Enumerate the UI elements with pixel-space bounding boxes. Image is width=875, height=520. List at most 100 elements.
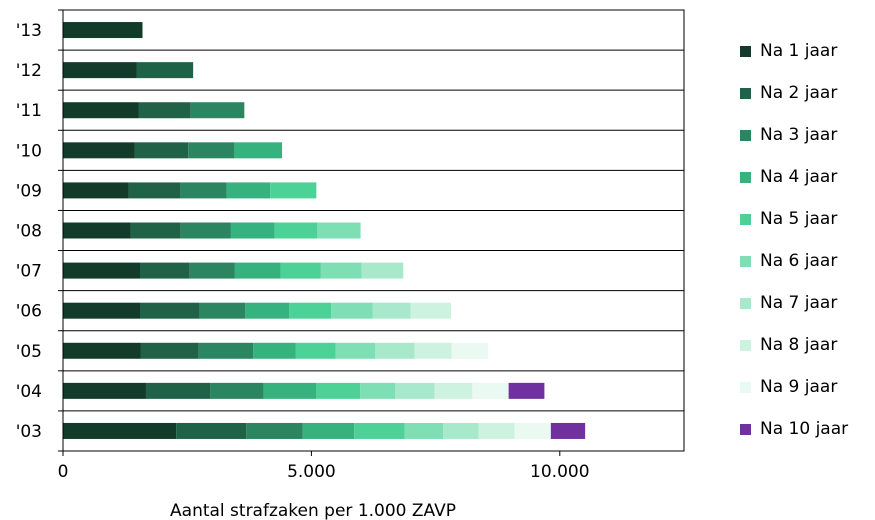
bar-segment-1 [63, 302, 141, 319]
legend-item: Na 4 jaar [740, 156, 848, 198]
y-tick-label: '08 [16, 222, 42, 242]
bar-segment-8 [478, 422, 515, 439]
legend-swatch [740, 381, 751, 393]
legend-item: Na 10 jaar [740, 408, 848, 450]
legend-label: Na 2 jaar [760, 83, 838, 103]
bar-segment-1 [63, 262, 141, 279]
y-tick-label: '03 [16, 422, 42, 442]
category-gridlines [63, 49, 684, 412]
bar-segment-5 [316, 382, 361, 399]
bar-segment-9 [472, 382, 509, 399]
legend-item: Na 2 jaar [740, 72, 848, 114]
bar-segment-8 [434, 382, 473, 399]
y-tick-label: '12 [16, 61, 42, 81]
y-tick-labels: '13 '12 '11 '10 '09 '08 '07 '06 '05 '04 '03 [16, 21, 42, 442]
bar-segment-1 [63, 222, 131, 239]
legend-label: Na 6 jaar [760, 251, 838, 271]
bar-segment-5 [280, 262, 321, 279]
bar-segment-3 [246, 422, 303, 439]
bar-segment-3 [210, 382, 264, 399]
bar-segment-4 [234, 142, 283, 159]
bar-segment-3 [190, 102, 245, 119]
legend-item: Na 3 jaar [740, 114, 848, 156]
legend-swatch [740, 171, 751, 183]
bar-segment-1 [63, 142, 135, 159]
bar-segment-9 [514, 422, 551, 439]
bar-segment-5 [295, 342, 336, 359]
bars-group [63, 22, 586, 439]
bar-segment-5 [270, 182, 317, 199]
bar-segment-2 [128, 182, 181, 199]
y-tick-label: '04 [16, 382, 42, 402]
bar-segment-2 [140, 302, 200, 319]
y-tick-label: '11 [16, 101, 42, 121]
y-tick-label: '05 [16, 342, 42, 362]
bar-segment-1 [63, 22, 143, 39]
bar-segment-9 [451, 342, 489, 359]
bar-segment-5 [289, 302, 332, 319]
bar-segment-4 [263, 382, 317, 399]
bar-segment-2 [145, 382, 211, 399]
legend-swatch [740, 87, 751, 99]
bar-segment-10 [550, 422, 586, 439]
bar-segment-7 [361, 262, 404, 279]
y-tick-label: '10 [16, 141, 42, 161]
bar-segment-1 [63, 422, 177, 439]
bar-segment-6 [317, 222, 361, 239]
legend-label: Na 8 jaar [760, 335, 838, 355]
bar-segment-6 [360, 382, 396, 399]
bar-segment-7 [374, 342, 415, 359]
bar-segment-6 [320, 262, 362, 279]
bar-segment-1 [63, 102, 139, 119]
bar-segment-3 [180, 222, 231, 239]
legend-swatch [740, 129, 751, 141]
bar-segment-2 [134, 142, 189, 159]
legend-item: Na 8 jaar [740, 324, 848, 366]
bar-segment-3 [199, 302, 246, 319]
legend-swatch [740, 213, 751, 225]
legend-swatch [740, 297, 751, 309]
y-tick-label: '06 [16, 302, 42, 322]
bar-segment-4 [234, 262, 281, 279]
x-tick-labels: 0 5.000 10.000 [58, 462, 590, 482]
bar-segment-4 [230, 222, 275, 239]
bar-segment-1 [63, 62, 137, 79]
legend-item: Na 5 jaar [740, 198, 848, 240]
legend-item: Na 1 jaar [740, 30, 848, 72]
legend-label: Na 4 jaar [760, 167, 838, 187]
bar-segment-6 [335, 342, 375, 359]
bar-segment-3 [188, 142, 235, 159]
legend-label: Na 7 jaar [760, 293, 838, 313]
bar-segment-2 [136, 62, 194, 79]
legend-item: Na 7 jaar [740, 282, 848, 324]
legend-swatch [740, 339, 751, 351]
bar-segment-10 [508, 382, 545, 399]
legend: Na 1 jaar Na 2 jaar Na 3 jaar Na 4 jaar Na 5… [740, 30, 848, 450]
legend-swatch [740, 423, 751, 435]
bar-segment-2 [176, 422, 247, 439]
bar-segment-4 [226, 182, 271, 199]
legend-label: Na 9 jaar [760, 377, 838, 397]
legend-label: Na 1 jaar [760, 41, 838, 61]
bar-segment-2 [140, 262, 190, 279]
y-tick-label: '09 [16, 181, 42, 201]
axes [58, 9, 684, 456]
bar-segment-2 [130, 222, 181, 239]
bar-segment-3 [189, 262, 235, 279]
bar-segment-4 [302, 422, 355, 439]
legend-swatch [740, 45, 751, 57]
bar-segment-1 [63, 382, 146, 399]
bar-segment-5 [354, 422, 405, 439]
legend-label: Na 5 jaar [760, 209, 838, 229]
bar-segment-3 [198, 342, 254, 359]
bar-segment-3 [180, 182, 227, 199]
legend-label: Na 10 jaar [760, 419, 849, 439]
bar-segment-2 [140, 342, 199, 359]
y-tick-label: '13 [16, 21, 42, 41]
bar-segment-1 [63, 342, 141, 359]
bar-segment-4 [245, 302, 290, 319]
legend-swatch [740, 255, 751, 267]
bar-segment-7 [443, 422, 479, 439]
bar-segment-1 [63, 182, 129, 199]
stacked-bar-chart: '13 '12 '11 '10 '09 '08 '07 '06 '05 '04 '03 0 5.000… [16, 9, 685, 520]
